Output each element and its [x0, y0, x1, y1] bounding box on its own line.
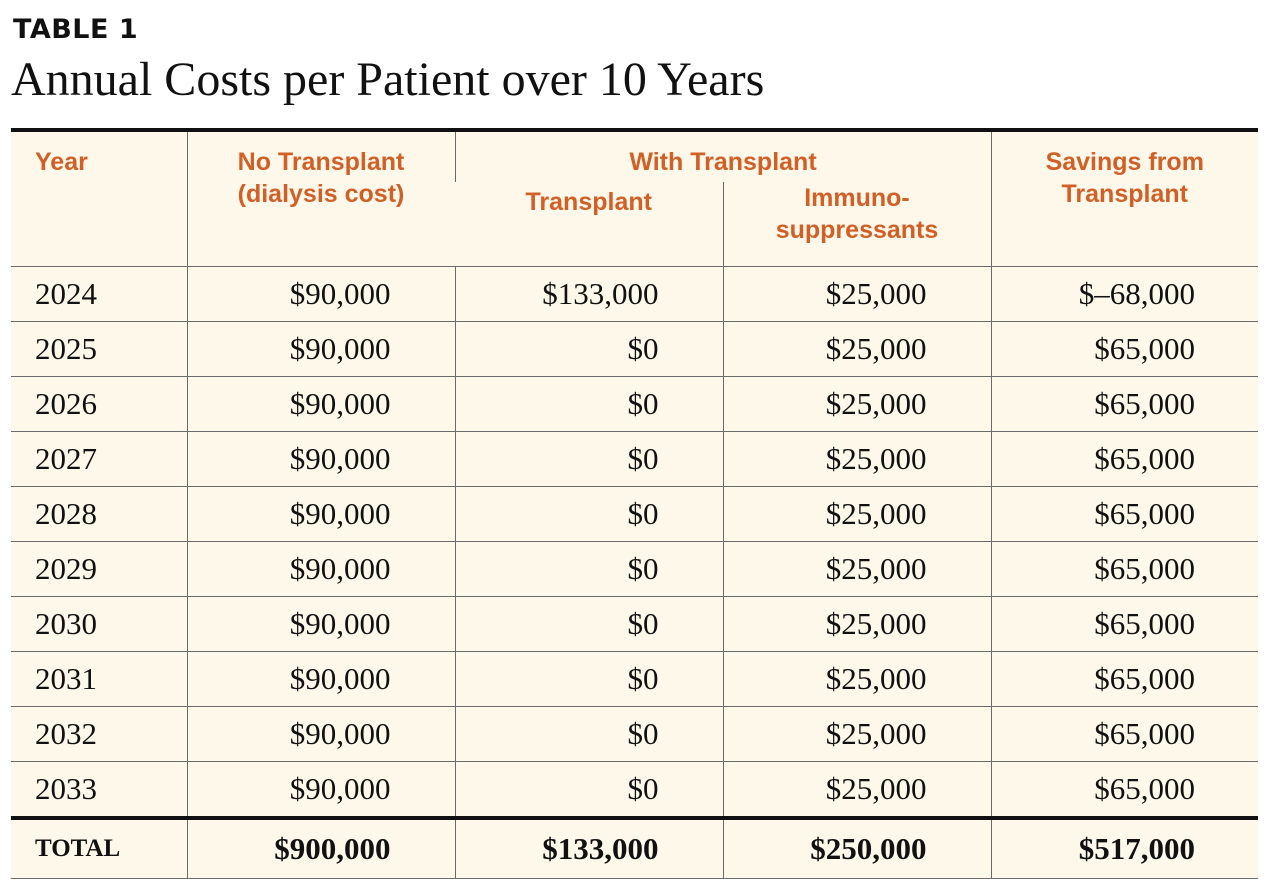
- header-immunosuppressants: Immuno- suppressants: [722, 182, 991, 267]
- table-row: 2030 $90,000 $0 $25,000 $65,000: [11, 596, 1258, 652]
- cell-immuno: $25,000: [722, 321, 991, 377]
- cell-transplant: $0: [454, 376, 723, 432]
- total-no-transplant: $900,000: [186, 816, 455, 879]
- cell-no-transplant: $90,000: [186, 321, 455, 377]
- cell-year: 2029: [11, 541, 187, 597]
- header-savings: Savings from Transplant: [990, 128, 1258, 267]
- cell-transplant: $0: [454, 761, 723, 818]
- cost-table: Year No Transplant (dialysis cost) With …: [11, 128, 1258, 879]
- cell-immuno: $25,000: [722, 431, 991, 487]
- table-row: 2028 $90,000 $0 $25,000 $65,000: [11, 486, 1258, 542]
- total-immuno: $250,000: [722, 816, 991, 879]
- cell-transplant: $0: [454, 706, 723, 762]
- header-savings-line2: Transplant: [1061, 180, 1188, 208]
- cell-transplant: $0: [454, 596, 723, 652]
- table-header: Year No Transplant (dialysis cost) With …: [11, 128, 1258, 267]
- cell-year: 2030: [11, 596, 187, 652]
- cell-immuno: $25,000: [722, 376, 991, 432]
- cell-immuno: $25,000: [722, 651, 991, 707]
- cell-no-transplant: $90,000: [186, 596, 455, 652]
- header-no-transplant-line2: (dialysis cost): [237, 180, 405, 208]
- total-row: TOTAL $900,000 $133,000 $250,000 $517,00…: [11, 816, 1258, 879]
- cell-savings: $65,000: [990, 376, 1258, 432]
- header-with-transplant: With Transplant: [454, 128, 991, 182]
- table-title: Annual Costs per Patient over 10 Years: [11, 53, 765, 106]
- cell-no-transplant: $90,000: [186, 376, 455, 432]
- cell-immuno: $25,000: [722, 541, 991, 597]
- cell-savings: $65,000: [990, 541, 1258, 597]
- header-immuno-line1: Immuno-: [804, 184, 910, 212]
- cell-year: 2027: [11, 431, 187, 487]
- cell-savings: $65,000: [990, 596, 1258, 652]
- cell-transplant: $0: [454, 541, 723, 597]
- total-savings: $517,000: [990, 816, 1258, 879]
- cell-no-transplant: $90,000: [186, 706, 455, 762]
- cell-transplant: $133,000: [454, 266, 723, 322]
- cell-no-transplant: $90,000: [186, 541, 455, 597]
- table-row: 2026 $90,000 $0 $25,000 $65,000: [11, 376, 1258, 432]
- header-immuno-line2: suppressants: [775, 216, 939, 244]
- cell-immuno: $25,000: [722, 486, 991, 542]
- cell-savings: $65,000: [990, 761, 1258, 818]
- table-body: 2024 $90,000 $133,000 $25,000 $–68,000 2025 $9…: [11, 266, 1258, 818]
- cell-immuno: $25,000: [722, 706, 991, 762]
- cell-transplant: $0: [454, 321, 723, 377]
- cell-savings: $65,000: [990, 651, 1258, 707]
- cell-no-transplant: $90,000: [186, 431, 455, 487]
- table-row: 2032 $90,000 $0 $25,000 $65,000: [11, 706, 1258, 762]
- header-no-transplant: No Transplant (dialysis cost): [186, 128, 455, 267]
- cell-no-transplant: $90,000: [186, 486, 455, 542]
- cell-year: 2026: [11, 376, 187, 432]
- cell-savings: $65,000: [990, 321, 1258, 377]
- cell-savings: $65,000: [990, 431, 1258, 487]
- cell-year: 2032: [11, 706, 187, 762]
- cell-savings: $65,000: [990, 486, 1258, 542]
- table-row: 2033 $90,000 $0 $25,000 $65,000: [11, 761, 1258, 818]
- table-footer: TOTAL $900,000 $133,000 $250,000 $517,00…: [11, 816, 1258, 879]
- cell-immuno: $25,000: [722, 266, 991, 322]
- header-no-transplant-line1: No Transplant: [237, 148, 405, 176]
- cell-transplant: $0: [454, 486, 723, 542]
- cell-savings: $–68,000: [990, 266, 1258, 322]
- cell-year: 2025: [11, 321, 187, 377]
- table-row: 2031 $90,000 $0 $25,000 $65,000: [11, 651, 1258, 707]
- cell-immuno: $25,000: [722, 761, 991, 818]
- table-row: 2024 $90,000 $133,000 $25,000 $–68,000: [11, 266, 1258, 322]
- cell-no-transplant: $90,000: [186, 761, 455, 818]
- cell-year: 2028: [11, 486, 187, 542]
- total-label: TOTAL: [11, 816, 187, 879]
- cell-immuno: $25,000: [722, 596, 991, 652]
- cell-no-transplant: $90,000: [186, 266, 455, 322]
- header-year: Year: [11, 128, 187, 267]
- cell-savings: $65,000: [990, 706, 1258, 762]
- cell-transplant: $0: [454, 431, 723, 487]
- cell-year: 2031: [11, 651, 187, 707]
- cell-year: 2024: [11, 266, 187, 322]
- table-row: 2025 $90,000 $0 $25,000 $65,000: [11, 321, 1258, 377]
- cell-year: 2033: [11, 761, 187, 818]
- header-transplant: Transplant: [525, 188, 652, 216]
- cell-no-transplant: $90,000: [186, 651, 455, 707]
- total-transplant: $133,000: [454, 816, 723, 879]
- header-savings-line1: Savings from: [1045, 148, 1204, 176]
- table-row: 2029 $90,000 $0 $25,000 $65,000: [11, 541, 1258, 597]
- table-label: TABLE 1: [13, 14, 139, 45]
- table-row: 2027 $90,000 $0 $25,000 $65,000: [11, 431, 1258, 487]
- cell-transplant: $0: [454, 651, 723, 707]
